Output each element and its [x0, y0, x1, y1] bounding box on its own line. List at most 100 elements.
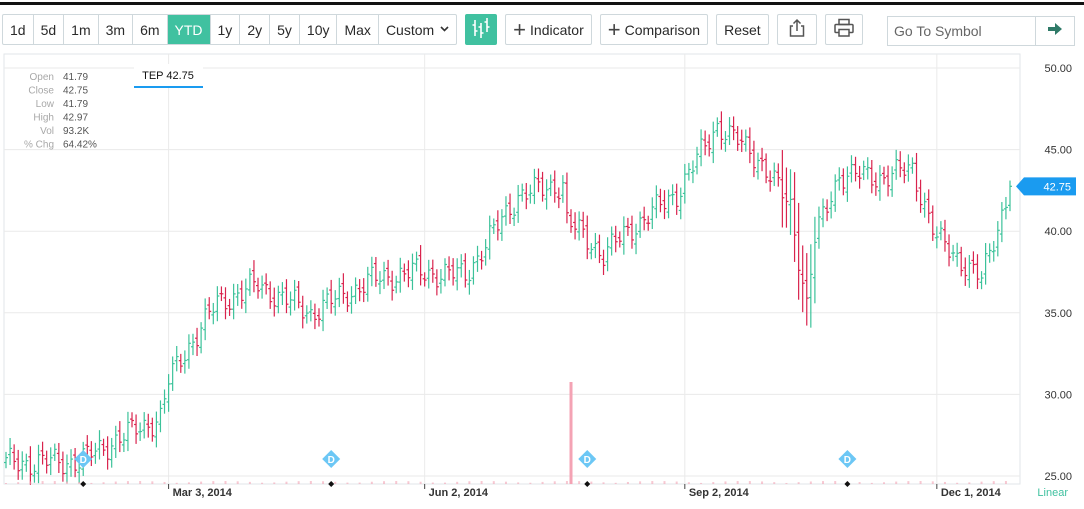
ohlc-bar [552, 170, 557, 203]
ohlc-bar [634, 223, 639, 255]
range-3m-button[interactable]: 3m [99, 15, 134, 44]
indicator-label: Indicator [530, 21, 584, 38]
ohlc-bar [666, 189, 671, 219]
ohlc-bar [296, 280, 301, 309]
ohlc-bar [467, 269, 472, 295]
ohlc-bar [865, 157, 870, 180]
ohlc-bar [922, 192, 927, 218]
volume-bar [882, 482, 885, 484]
ohlc-bar [97, 430, 102, 460]
ohlc-bar [479, 250, 484, 270]
ohlc-bar [776, 163, 781, 187]
ohlc-bar [434, 269, 439, 296]
ohlc-bar [556, 187, 561, 209]
range-1y-button[interactable]: 1y [211, 15, 241, 44]
volume-bar [553, 481, 556, 484]
ohlc-bar [325, 287, 330, 309]
ohlc-bar [873, 172, 878, 196]
volume-bar [687, 482, 690, 484]
chart-style-button[interactable] [465, 14, 498, 45]
ohlc-bar [625, 217, 630, 236]
ohlc-bar [695, 146, 700, 175]
ohlc-bar [987, 243, 992, 263]
ohlc-bar [101, 438, 106, 456]
ohlc-bar [386, 259, 391, 286]
ohlc-bar [264, 273, 269, 295]
range-ytd-button[interactable]: YTD [167, 15, 211, 44]
volume-bar [907, 481, 910, 484]
series-label: TEP 42.75 [142, 70, 194, 82]
ohlc-bar [788, 169, 793, 235]
volume-bar [285, 481, 288, 484]
ohlc-bar [312, 303, 317, 330]
info-label: % Chg [24, 140, 54, 151]
range-10y-button[interactable]: 10y [300, 15, 338, 44]
ohlc-bar [475, 245, 480, 272]
volume-bar [17, 482, 20, 484]
ohlc-bar [447, 256, 452, 281]
print-button[interactable] [824, 14, 863, 45]
ohlc-bar [28, 446, 33, 485]
indicator-button[interactable]: + Indicator [505, 14, 592, 45]
go-to-symbol-button[interactable] [1035, 17, 1074, 45]
ohlc-bar [199, 322, 204, 354]
ohlc-bar [40, 441, 45, 465]
ohlc-bar [337, 277, 342, 308]
ohlc-bar [134, 414, 139, 444]
chevron-down-icon [440, 24, 449, 35]
range-max-button[interactable]: Max [337, 15, 379, 44]
ohlc-bar [349, 286, 354, 314]
volume-bar [90, 482, 93, 484]
range-1m-button[interactable]: 1m [64, 15, 99, 44]
dividend-axis-marker [584, 481, 591, 487]
symbol-search-input[interactable] [888, 17, 1035, 45]
info-label: Low [36, 99, 55, 110]
volume-bar [126, 481, 129, 484]
ohlc-bar [800, 245, 805, 313]
volume-bar [797, 482, 800, 484]
ohlc-bar [300, 295, 305, 329]
volume-bar [248, 481, 251, 484]
ohlc-bar [967, 254, 972, 288]
range-5d-button[interactable]: 5d [34, 15, 65, 44]
ohlc-bar [158, 400, 163, 433]
range-1d-button[interactable]: 1d [3, 15, 34, 44]
volume-bar [1004, 481, 1007, 484]
ohlc-bar [284, 279, 289, 314]
ohlc-bar [743, 129, 748, 152]
ohlc-bar [947, 234, 952, 267]
ohlc-bar [491, 218, 496, 235]
ohlc-bar [186, 334, 191, 369]
volume-bar [919, 481, 922, 484]
ohlc-bar [739, 129, 744, 153]
comparison-button[interactable]: + Comparison [599, 14, 709, 45]
ohlc-bar [841, 168, 846, 196]
ohlc-bar [280, 282, 285, 306]
x-tick-label: Sep 2, 2014 [689, 487, 750, 499]
ohlc-bar [195, 327, 200, 357]
plot-area [3, 53, 1021, 485]
ohlc-bar [597, 234, 602, 264]
volume-bar [565, 481, 568, 484]
reset-button[interactable]: Reset [716, 14, 769, 45]
range-selector: 1d 5d 1m 3m 6m YTD 1y 2y 5y 10y Max Cust… [2, 14, 458, 45]
plus-icon: + [607, 16, 621, 42]
volume-bar [895, 481, 898, 484]
ohlc-bar [902, 162, 907, 184]
ohlc-bar [508, 193, 513, 224]
range-6m-button[interactable]: 6m [133, 15, 168, 44]
ohlc-bar [585, 215, 590, 260]
volume-bar [858, 482, 861, 484]
range-2y-button[interactable]: 2y [240, 15, 271, 44]
volume-bar [748, 481, 751, 484]
volume-bar [822, 481, 825, 484]
range-custom-dropdown[interactable]: Custom [379, 15, 456, 44]
range-5y-button[interactable]: 5y [270, 15, 300, 44]
y-tick-label: 45.00 [1044, 145, 1072, 157]
share-button[interactable] [776, 14, 817, 45]
volume-bar [297, 481, 300, 484]
ohlc-bar [918, 179, 923, 213]
ohlc-bar [24, 453, 29, 472]
ohlc-bar [105, 436, 110, 470]
